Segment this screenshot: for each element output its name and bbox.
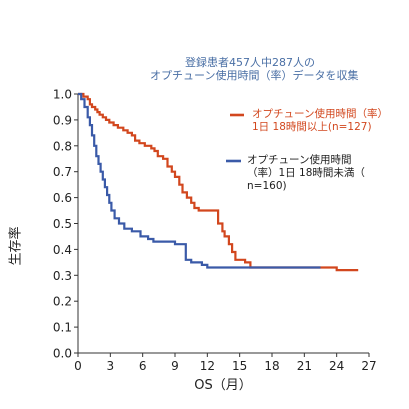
y-tick-label: 0.1 bbox=[53, 321, 72, 335]
legend-entry-red: オプチューン使用時間（率） 1日 18時間以上(n=127) bbox=[252, 108, 388, 134]
x-tick-label: 12 bbox=[200, 359, 215, 373]
y-tick-label: 0.4 bbox=[53, 243, 72, 257]
legend-red-line-1: オプチューン使用時間（率） bbox=[252, 108, 388, 120]
y-tick-label: 0.6 bbox=[53, 191, 72, 205]
x-tick-label: 24 bbox=[329, 359, 344, 373]
x-tick-label: 0 bbox=[74, 359, 82, 373]
legend-red-line-2: 1日 18時間以上(n=127) bbox=[252, 121, 372, 133]
series-layer bbox=[78, 92, 359, 272]
y-axis-label: 生存率 bbox=[8, 226, 24, 266]
y-tick-label: 0.3 bbox=[53, 269, 72, 283]
y-tick-label: 0.0 bbox=[53, 347, 72, 361]
legend-blue-line-1: オプチューン使用時間 bbox=[247, 154, 352, 166]
y-tick-label: 0.5 bbox=[53, 217, 72, 231]
y-tick-label: 0.7 bbox=[53, 165, 72, 179]
y-tick-label: 0.8 bbox=[53, 139, 72, 153]
chart-title-line-2: オプチューン使用時間（率）データを収集 bbox=[150, 69, 359, 82]
series-line-blue bbox=[78, 92, 321, 269]
y-tick-label: 0.9 bbox=[53, 113, 72, 127]
x-tick-label: 6 bbox=[139, 359, 147, 373]
plot-axes: 0 3 6 9 12 15 18 21 24 27 0.0 0.1 0.2 0.3 0.4 0.5 0.6 0.7… bbox=[53, 88, 377, 374]
x-tick-label: 27 bbox=[361, 359, 376, 373]
x-axis-label: OS（月） bbox=[194, 378, 252, 393]
y-tick-label: 0.2 bbox=[53, 295, 72, 309]
x-tick-label: 9 bbox=[171, 359, 179, 373]
x-tick-label: 18 bbox=[264, 359, 279, 373]
x-tick-label: 21 bbox=[297, 359, 312, 373]
x-tick-label: 15 bbox=[232, 359, 247, 373]
chart-title-line-1: 登録患者457人中287人の bbox=[185, 56, 315, 69]
series-line-red bbox=[78, 92, 359, 272]
y-tick-label: 1.0 bbox=[53, 88, 72, 102]
legend-blue-line-2: （率）1日 18時間未満（ bbox=[247, 167, 365, 179]
legend-swatches bbox=[226, 113, 244, 163]
x-tick-label: 3 bbox=[107, 359, 115, 373]
legend-entry-blue: オプチューン使用時間 （率）1日 18時間未満（ n=160) bbox=[247, 154, 365, 193]
legend-blue-line-3: n=160) bbox=[247, 180, 287, 192]
